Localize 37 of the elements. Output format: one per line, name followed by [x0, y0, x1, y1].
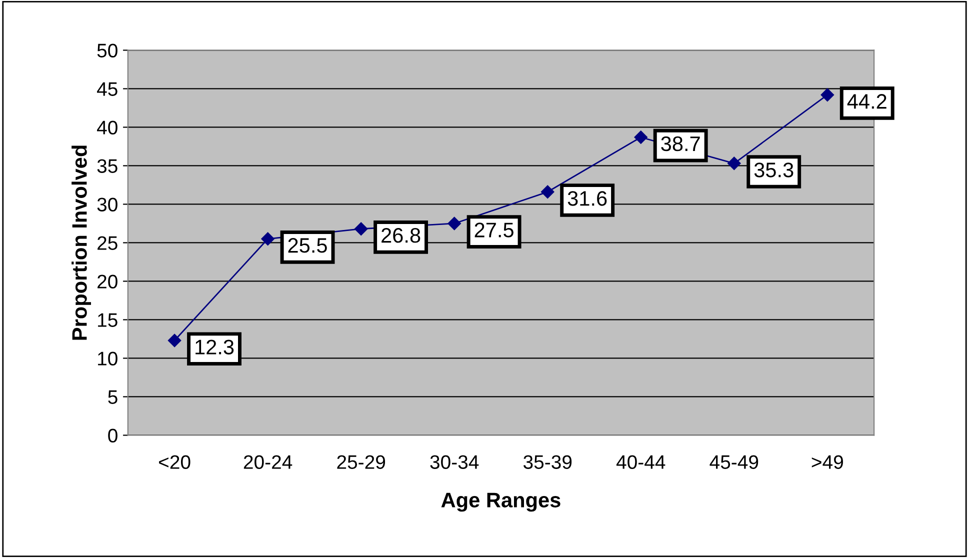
y-tick-label: 10: [98, 352, 118, 366]
point: [448, 216, 461, 230]
x-tick-label: <20: [159, 455, 190, 469]
x-tick-label: 20-24: [244, 455, 292, 469]
data-label: 12.3: [196, 340, 234, 354]
point: [728, 156, 741, 170]
y-tick-label: 35: [97, 159, 118, 173]
point: [634, 130, 648, 144]
x-tick-label: 30-34: [430, 455, 479, 469]
y-tick-label: 5: [108, 390, 118, 404]
x-axis-title: Age Ranges: [441, 492, 560, 512]
data-label: 44.2: [847, 94, 886, 109]
point: [820, 88, 834, 102]
y-tick-label: 50: [97, 44, 118, 58]
point: [541, 185, 554, 198]
y-tick-label: 20: [98, 274, 118, 288]
x-tick-label: 25-29: [337, 455, 386, 469]
y-tick-label: 40: [97, 120, 118, 134]
data-label: 31.6: [568, 191, 607, 206]
data-label: 38.7: [661, 136, 700, 152]
x-tick-label: 35-39: [523, 455, 572, 469]
y-tick-label: 0: [108, 428, 118, 442]
y-axis-title: Proportion Involved: [72, 146, 92, 340]
x-tick-label: 40-44: [616, 455, 666, 469]
y-tick-label: 30: [97, 198, 118, 212]
data-label: 26.8: [382, 228, 420, 243]
data-label: 25.5: [288, 238, 327, 253]
point: [261, 232, 274, 246]
data-label: 27.5: [474, 222, 514, 238]
x-tick-label: 45-49: [710, 455, 758, 469]
data-label: 35.3: [754, 162, 794, 178]
x-tick-label: >49: [812, 455, 843, 469]
point: [354, 222, 368, 236]
y-tick-label: 15: [98, 313, 118, 327]
y-tick-label: 45: [97, 82, 118, 96]
point: [168, 334, 182, 348]
y-tick-label: 25: [98, 236, 118, 250]
